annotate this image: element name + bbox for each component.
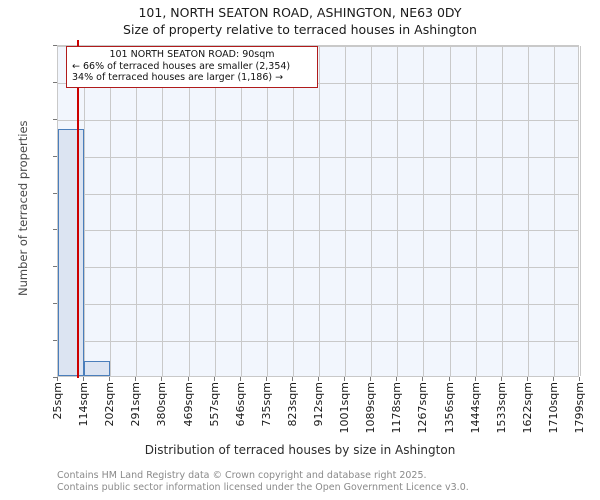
gridline-vertical (215, 46, 216, 376)
y-axis-tick-mark (53, 266, 57, 268)
x-axis-tick-mark (187, 377, 189, 381)
gridline-vertical (450, 46, 451, 376)
gridline-vertical (293, 46, 294, 376)
x-axis-tick-mark (396, 377, 398, 381)
x-axis-tick-label: 823sqm (285, 382, 299, 427)
x-axis-tick-label: 1089sqm (364, 382, 378, 434)
chart-title-block: 101, NORTH SEATON ROAD, ASHINGTON, NE63 … (0, 0, 600, 38)
footer-line-1: Contains HM Land Registry data © Crown c… (57, 470, 427, 481)
chart-subtitle: Size of property relative to terraced ho… (123, 22, 477, 37)
x-axis-tick-label: 202sqm (103, 382, 117, 427)
gridline-horizontal (58, 230, 578, 231)
x-axis-tick-label: 25sqm (51, 382, 64, 420)
x-axis-tick-label: 1178sqm (390, 382, 404, 434)
gridline-horizontal (58, 157, 578, 158)
x-axis-tick-mark (161, 377, 163, 381)
x-axis-tick-mark (135, 377, 137, 381)
y-axis-tick-mark (53, 340, 57, 342)
x-axis-tick-mark (57, 377, 58, 381)
x-axis-tick-mark (291, 377, 293, 381)
x-axis-tick-mark (474, 377, 476, 381)
x-axis-tick-label: 646sqm (233, 382, 247, 427)
gridline-horizontal (58, 46, 578, 47)
x-axis-tick-label: 1444sqm (468, 382, 482, 434)
annotation-larger-percent: 34% of terraced houses are larger (1,186… (72, 72, 284, 83)
gridline-vertical (267, 46, 268, 376)
x-axis-tick-mark (239, 377, 241, 381)
gridline-horizontal (58, 304, 578, 305)
y-axis-tick-mark (53, 81, 57, 83)
gridline-horizontal (58, 83, 578, 84)
x-axis-tick-label: 1267sqm (416, 382, 430, 434)
x-axis-tick-mark (109, 377, 111, 381)
gridline-vertical (319, 46, 320, 376)
x-axis-tick-label: 1622sqm (520, 382, 534, 434)
gridline-horizontal (58, 341, 578, 342)
footer-line-2: Contains public sector information licen… (57, 481, 469, 493)
gridline-vertical (502, 46, 503, 376)
gridline-vertical (84, 46, 85, 376)
y-axis-tick-mark (53, 377, 57, 378)
property-annotation-box: 101 NORTH SEATON ROAD: 90sqm ← 66% of te… (66, 46, 318, 88)
gridline-vertical (423, 46, 424, 376)
x-axis-tick-mark (344, 377, 346, 381)
gridline-vertical (554, 46, 555, 376)
x-axis-tick-label: 912sqm (312, 382, 325, 427)
x-axis-tick-mark (526, 377, 528, 381)
x-axis-tick-label: 1533sqm (494, 382, 508, 434)
x-axis-tick-mark (370, 377, 372, 381)
x-axis-tick-label: 557sqm (207, 382, 221, 427)
x-axis-tick-mark (579, 377, 580, 381)
gridline-horizontal (58, 267, 578, 268)
gridline-vertical (189, 46, 190, 376)
property-size-marker-line (77, 40, 80, 378)
y-axis-tick-mark (53, 118, 57, 120)
attribution-footer: Contains HM Land Registry data © Crown c… (57, 470, 469, 493)
gridline-vertical (476, 46, 477, 376)
x-axis-tick-label: 380sqm (155, 382, 169, 427)
x-axis-tick-mark (500, 377, 502, 381)
y-axis-tick-mark (53, 229, 57, 231)
annotation-property-size: 101 NORTH SEATON ROAD: 90sqm (109, 49, 275, 60)
gridline-vertical (528, 46, 529, 376)
gridline-vertical (345, 46, 346, 376)
x-axis-tick-mark (265, 377, 267, 381)
bar (58, 128, 85, 376)
x-axis-tick-label: 291sqm (129, 382, 143, 427)
x-axis-tick-mark (422, 377, 424, 381)
plot-area (57, 40, 581, 378)
x-axis-tick-label: 1710sqm (546, 382, 560, 434)
x-axis-tick-mark (83, 377, 85, 381)
y-axis-tick-mark (53, 45, 57, 46)
x-axis-tick-label: 469sqm (181, 382, 195, 427)
x-axis-tick-mark (448, 377, 450, 381)
y-axis-tick-mark (53, 155, 57, 157)
x-axis-title: Distribution of terraced houses by size … (144, 443, 456, 457)
page-title: 101, NORTH SEATON ROAD, ASHINGTON, NE63 … (138, 5, 462, 20)
gridline-vertical (397, 46, 398, 376)
y-axis-title: Number of terraced properties (16, 120, 30, 296)
y-axis-tick-mark (53, 303, 57, 305)
y-axis-tick-mark (53, 192, 57, 194)
gridline-vertical (162, 46, 163, 376)
gridline-vertical (241, 46, 242, 376)
gridline-vertical (110, 46, 111, 376)
gridline-vertical (371, 46, 372, 376)
bar (84, 360, 111, 376)
x-axis-tick-label: 1799sqm (573, 382, 586, 434)
x-axis-tick-mark (552, 377, 554, 381)
gridline-vertical (580, 46, 581, 376)
x-axis-tick-mark (213, 377, 215, 381)
gridline-horizontal (58, 120, 578, 121)
x-axis-tick-label: 735sqm (259, 382, 273, 427)
x-axis-tick-mark (318, 377, 319, 381)
x-axis-tick-label: 1356sqm (442, 382, 456, 434)
gridline-horizontal (58, 194, 578, 195)
annotation-smaller-percent: ← 66% of terraced houses are smaller (2,… (72, 60, 291, 72)
x-axis-tick-label: 114sqm (77, 382, 91, 427)
gridline-vertical (136, 46, 137, 376)
x-axis-tick-label: 1001sqm (338, 382, 352, 434)
